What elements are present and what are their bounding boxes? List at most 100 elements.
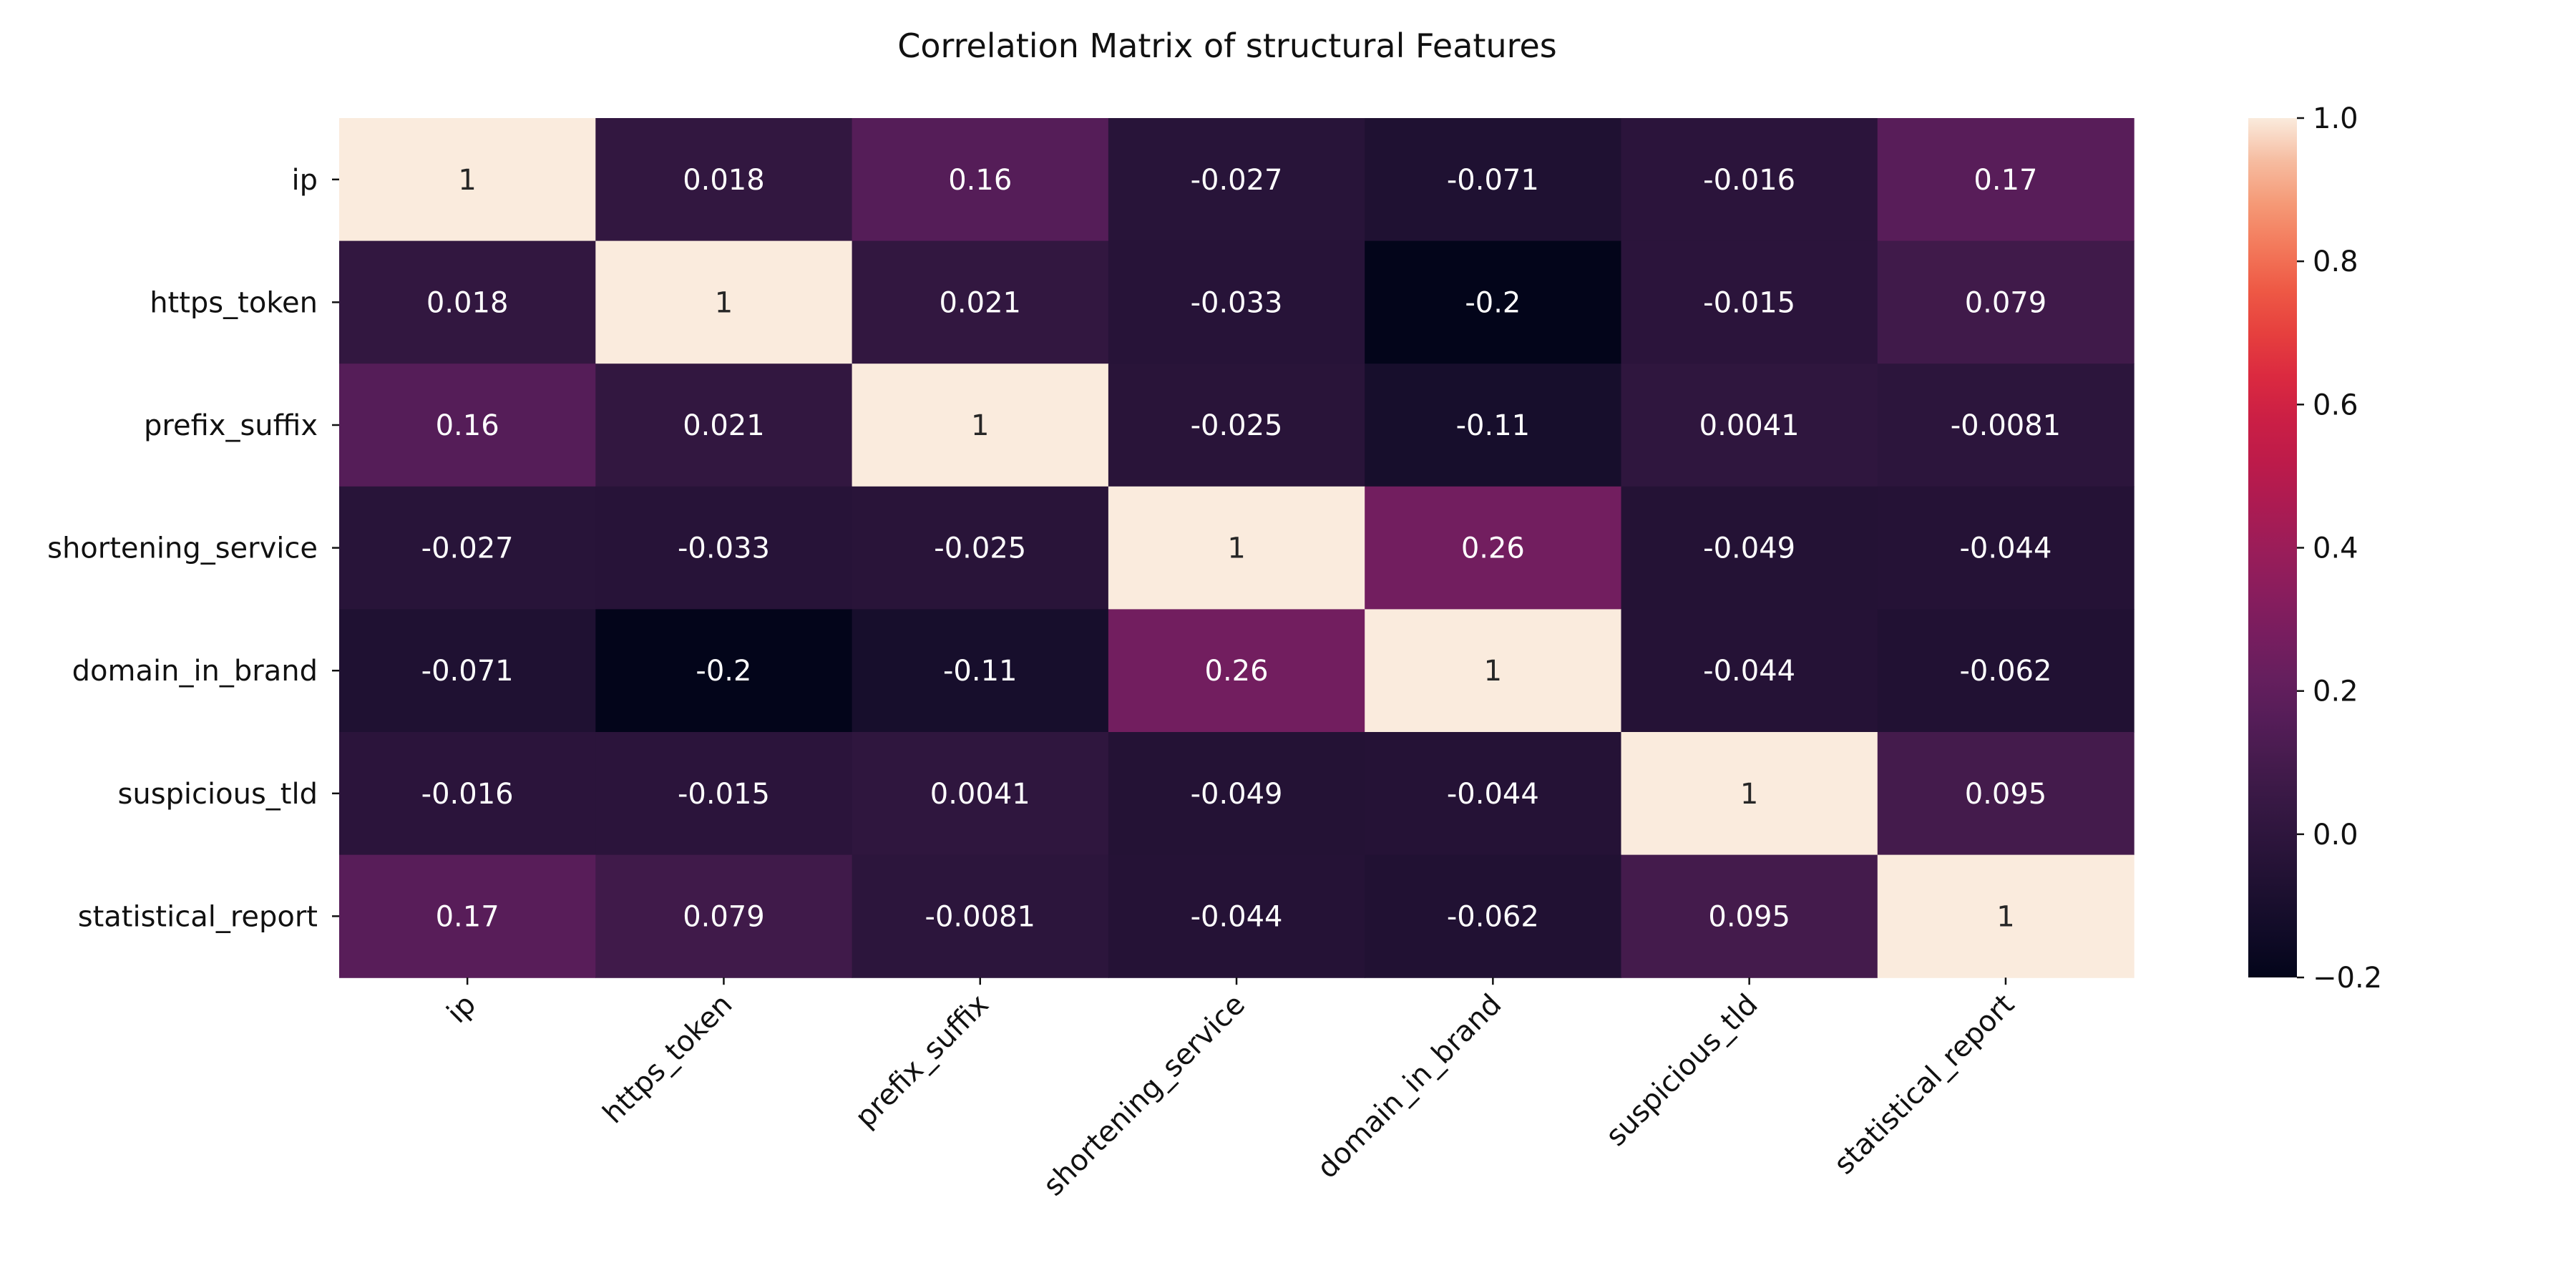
cell-value-label: -0.016 bbox=[1703, 164, 1795, 197]
cell-value-label: 0.018 bbox=[426, 286, 509, 319]
cell-value-label: 0.079 bbox=[1965, 286, 2047, 319]
heatmap-cell bbox=[595, 609, 853, 733]
heatmap-cell bbox=[1365, 118, 1622, 242]
cell-value-label: -0.062 bbox=[1447, 900, 1539, 933]
heatmap-cell bbox=[595, 732, 853, 856]
heatmap-cell bbox=[595, 118, 853, 242]
cell-value-label: -0.071 bbox=[421, 655, 514, 688]
cell-value-label: -0.2 bbox=[696, 655, 751, 688]
heatmap-cell bbox=[1877, 609, 2135, 733]
y-axis: ip https_token prefix_suffix shortening_ser… bbox=[47, 164, 339, 933]
heatmap-cell bbox=[1621, 609, 1878, 733]
heatmap-cell bbox=[1365, 854, 1622, 978]
cell-value-label: -0.0081 bbox=[925, 900, 1035, 933]
heatmap-cell bbox=[1108, 240, 1365, 364]
cell-value-label: -0.015 bbox=[678, 778, 770, 811]
heatmap-cell bbox=[1108, 609, 1365, 733]
heatmap-cell bbox=[1621, 854, 1878, 978]
heatmap-cell bbox=[1877, 118, 2135, 242]
cell-value-label: -0.049 bbox=[1703, 532, 1795, 565]
cell-value-label: -0.062 bbox=[1959, 655, 2051, 688]
heatmap-cell bbox=[1108, 118, 1365, 242]
cell-value-label: 0.0041 bbox=[930, 778, 1030, 811]
chart-title: Correlation Matrix of structural Feature… bbox=[897, 26, 1557, 65]
cell-value-label: -0.049 bbox=[1191, 778, 1283, 811]
heatmap-cell bbox=[1365, 240, 1622, 364]
cell-value-label: 0.26 bbox=[1205, 655, 1269, 688]
cell-value-label: 0.095 bbox=[1965, 778, 2047, 811]
heatmap-cell bbox=[1365, 732, 1622, 856]
cell-value-label: 0.095 bbox=[1708, 900, 1790, 933]
y-tick-label: prefix_suffix bbox=[144, 409, 318, 442]
heatmap-cell bbox=[1621, 240, 1878, 364]
cell-value-label: 0.17 bbox=[436, 900, 499, 933]
colorbar-tick-label: 0.0 bbox=[2313, 819, 2358, 852]
cell-value-label: -0.044 bbox=[1447, 778, 1539, 811]
x-tick-label: suspicious_tld bbox=[1600, 988, 1765, 1153]
colorbar-tick-label: 0.8 bbox=[2313, 245, 2358, 278]
cell-value-label: 1 bbox=[458, 164, 476, 197]
cell-value-label: -0.033 bbox=[678, 532, 770, 565]
colorbar-gradient bbox=[2248, 118, 2297, 977]
cell-value-label: -0.11 bbox=[943, 655, 1018, 688]
heatmap-cell bbox=[595, 364, 853, 487]
cell-value-label: 1 bbox=[715, 286, 733, 319]
heatmap-cell bbox=[1365, 364, 1622, 487]
heatmap-cell bbox=[339, 118, 596, 242]
heatmap-cell bbox=[1365, 486, 1622, 610]
cell-value-label: 1 bbox=[1740, 778, 1758, 811]
heatmap-cell bbox=[1365, 609, 1622, 733]
y-tick-label: ip bbox=[291, 164, 318, 197]
colorbar-tick-label: 0.2 bbox=[2313, 675, 2358, 708]
cell-value-label: -0.044 bbox=[1703, 655, 1795, 688]
cell-value-label: 0.16 bbox=[948, 164, 1012, 197]
y-tick-label: https_token bbox=[150, 286, 318, 319]
heatmap-cell bbox=[339, 364, 596, 487]
heatmap-cell bbox=[1621, 486, 1878, 610]
colorbar-tick-label: 0.4 bbox=[2313, 532, 2358, 565]
heatmap-cell bbox=[1108, 732, 1365, 856]
cell-value-label: -0.027 bbox=[1191, 164, 1283, 197]
heatmap-cell bbox=[852, 732, 1109, 856]
heatmap-cell bbox=[339, 854, 596, 978]
cell-value-label: -0.044 bbox=[1191, 900, 1283, 933]
cell-value-label: 1 bbox=[1484, 655, 1502, 688]
heatmap-cell bbox=[339, 486, 596, 610]
cell-value-label: 0.079 bbox=[683, 900, 765, 933]
heatmap-cell-labels: 1 0.018 0.16 -0.027 -0.071 -0.016 0.17 0.018 1 0.… bbox=[421, 164, 2061, 934]
heatmap-cell bbox=[339, 240, 596, 364]
heatmap-cell bbox=[852, 486, 1109, 610]
cell-value-label: 1 bbox=[1996, 900, 2014, 933]
colorbar-tick-label: −0.2 bbox=[2313, 962, 2382, 995]
y-tick-label: shortening_service bbox=[47, 532, 318, 565]
heatmap-cell bbox=[852, 240, 1109, 364]
heatmap-cell bbox=[852, 854, 1109, 978]
heatmap-cell bbox=[1621, 364, 1878, 487]
colorbar: −0.2 0.0 0.2 0.4 0.6 0.8 1.0 bbox=[2248, 102, 2382, 995]
x-tick-label: statistical_report bbox=[1828, 988, 2021, 1181]
heatmap-cell bbox=[595, 240, 853, 364]
colorbar-tick-label: 0.6 bbox=[2313, 389, 2358, 421]
cell-value-label: -0.016 bbox=[421, 778, 514, 811]
x-tick-label: https_token bbox=[597, 988, 739, 1131]
cell-value-label: -0.015 bbox=[1703, 286, 1795, 319]
y-tick-label: domain_in_brand bbox=[72, 655, 318, 688]
cell-value-label: 0.021 bbox=[939, 286, 1021, 319]
heatmap-cell bbox=[1621, 118, 1878, 242]
cell-value-label: -0.11 bbox=[1456, 409, 1531, 442]
cell-value-label: 0.018 bbox=[683, 164, 765, 197]
y-tick-label: statistical_report bbox=[78, 900, 318, 933]
cell-value-label: 1 bbox=[971, 409, 989, 442]
x-tick-label: prefix_suffix bbox=[849, 988, 995, 1134]
cell-value-label: 1 bbox=[1227, 532, 1245, 565]
x-tick-label: domain_in_brand bbox=[1311, 988, 1508, 1185]
heatmap-cell bbox=[339, 732, 596, 856]
cell-value-label: -0.0081 bbox=[1951, 409, 2061, 442]
heatmap-cell bbox=[1877, 364, 2135, 487]
colorbar-tick-label: 1.0 bbox=[2313, 102, 2358, 135]
cell-value-label: -0.027 bbox=[421, 532, 514, 565]
cell-value-label: 0.021 bbox=[683, 409, 765, 442]
heatmap-cell bbox=[852, 609, 1109, 733]
heatmap-cell bbox=[1108, 364, 1365, 487]
